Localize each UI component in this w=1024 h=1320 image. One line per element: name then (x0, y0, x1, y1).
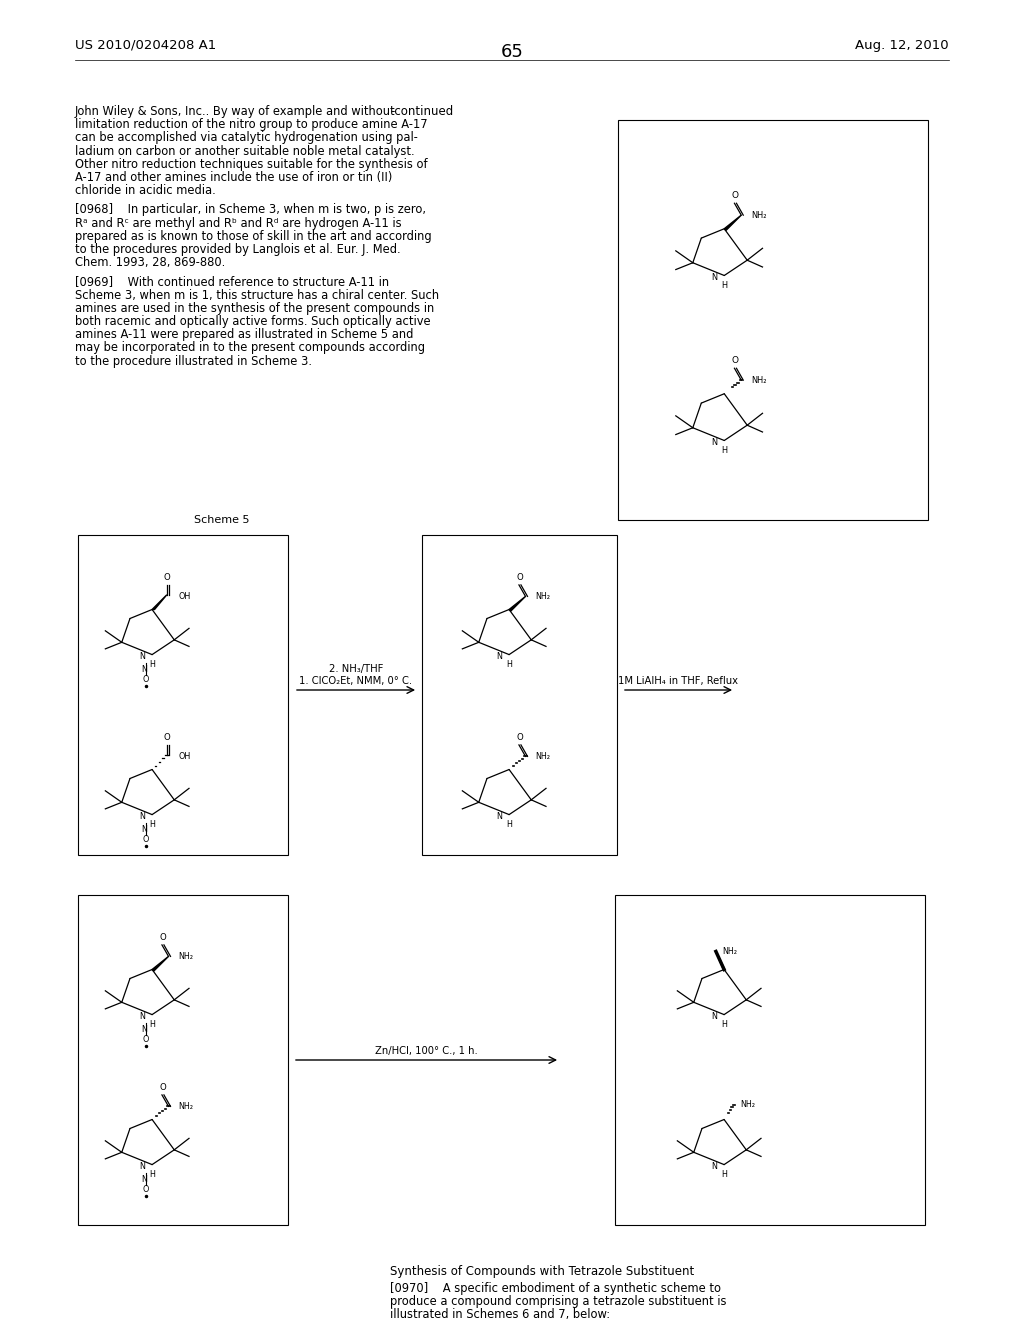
Text: H: H (150, 820, 155, 829)
Polygon shape (509, 597, 525, 611)
Text: O: O (732, 191, 739, 199)
Text: N: N (139, 1011, 145, 1020)
Text: limitation reduction of the nitro group to produce amine A-17: limitation reduction of the nitro group … (75, 119, 428, 131)
Bar (78, 895, 288, 1225)
Text: Synthesis of Compounds with Tetrazole Substituent: Synthesis of Compounds with Tetrazole Su… (390, 1265, 694, 1278)
Text: NH₂: NH₂ (752, 376, 767, 384)
Text: O: O (732, 356, 739, 364)
Text: 1M LiAlH₄ in THF, Reflux: 1M LiAlH₄ in THF, Reflux (618, 676, 738, 686)
Text: can be accomplished via catalytic hydrogenation using pal-: can be accomplished via catalytic hydrog… (75, 132, 418, 144)
Text: US 2010/0204208 A1: US 2010/0204208 A1 (75, 38, 216, 51)
Text: H: H (150, 1171, 155, 1179)
Text: ladium on carbon or another suitable noble metal catalyst.: ladium on carbon or another suitable nob… (75, 145, 415, 157)
Text: Chem. 1993, 28, 869-880.: Chem. 1993, 28, 869-880. (75, 256, 225, 269)
Text: H: H (150, 1020, 155, 1030)
Text: N: N (141, 665, 146, 673)
Text: OH: OH (178, 591, 190, 601)
Text: O: O (142, 834, 148, 843)
Text: H: H (721, 446, 727, 455)
Text: Zn/HCl, 100° C., 1 h.: Zn/HCl, 100° C., 1 h. (375, 1045, 478, 1056)
Text: H: H (721, 281, 727, 290)
Bar (615, 895, 925, 1225)
Text: 1. ClCO₂Et, NMM, 0° C.: 1. ClCO₂Et, NMM, 0° C. (299, 676, 413, 686)
Text: O: O (142, 675, 148, 684)
Text: N: N (141, 1175, 146, 1184)
Text: H: H (721, 1171, 727, 1179)
Text: NH₂: NH₂ (178, 1102, 194, 1111)
Text: N: N (712, 1011, 718, 1020)
Text: H: H (506, 660, 512, 669)
Text: may be incorporated in to the present compounds according: may be incorporated in to the present co… (75, 342, 425, 354)
Text: H: H (506, 820, 512, 829)
Text: Scheme 5: Scheme 5 (195, 515, 250, 525)
Text: 65: 65 (501, 44, 523, 61)
Text: [0968]    In particular, in Scheme 3, when m is two, p is zero,: [0968] In particular, in Scheme 3, when … (75, 203, 426, 216)
Text: Aug. 12, 2010: Aug. 12, 2010 (855, 38, 949, 51)
Text: O: O (164, 573, 170, 582)
Text: NH₂: NH₂ (752, 211, 767, 219)
Text: N: N (712, 273, 718, 281)
Text: O: O (142, 1035, 148, 1044)
Text: N: N (139, 652, 145, 661)
Text: amines are used in the synthesis of the present compounds in: amines are used in the synthesis of the … (75, 302, 434, 314)
Text: NH₂: NH₂ (178, 952, 194, 961)
Text: OH: OH (178, 752, 190, 760)
Text: Scheme 3, when m is 1, this structure has a chiral center. Such: Scheme 3, when m is 1, this structure ha… (75, 289, 439, 301)
Bar (78, 535, 288, 855)
Text: O: O (160, 933, 166, 941)
Text: -continued: -continued (390, 106, 454, 117)
Text: NH₂: NH₂ (536, 591, 550, 601)
Text: Other nitro reduction techniques suitable for the synthesis of: Other nitro reduction techniques suitabl… (75, 158, 428, 170)
Text: both racemic and optically active forms. Such optically active: both racemic and optically active forms.… (75, 315, 431, 327)
Text: NH₂: NH₂ (536, 752, 550, 760)
Text: 2. NH₃/THF: 2. NH₃/THF (329, 664, 383, 675)
Text: chloride in acidic media.: chloride in acidic media. (75, 185, 216, 197)
Text: N: N (497, 812, 503, 821)
Text: O: O (142, 1184, 148, 1193)
Text: O: O (160, 1082, 166, 1092)
Text: Rᵃ and Rᶜ are methyl and Rᵇ and Rᵈ are hydrogen A-11 is: Rᵃ and Rᶜ are methyl and Rᵇ and Rᵈ are h… (75, 216, 401, 230)
Text: H: H (721, 1020, 727, 1030)
Text: NH₂: NH₂ (723, 946, 737, 956)
Polygon shape (716, 952, 725, 969)
Text: illustrated in Schemes 6 and 7, below:: illustrated in Schemes 6 and 7, below: (390, 1308, 610, 1320)
Polygon shape (724, 215, 741, 231)
Polygon shape (153, 595, 167, 610)
Bar (618, 120, 928, 520)
Text: produce a compound comprising a tetrazole substituent is: produce a compound comprising a tetrazol… (390, 1295, 726, 1308)
Text: John Wiley & Sons, Inc.. By way of example and without: John Wiley & Sons, Inc.. By way of examp… (75, 106, 395, 117)
Text: N: N (712, 438, 718, 446)
Text: [0970]    A specific embodiment of a synthetic scheme to: [0970] A specific embodiment of a synthe… (390, 1282, 721, 1295)
Bar (422, 535, 617, 855)
Text: N: N (497, 652, 503, 661)
Polygon shape (153, 957, 169, 972)
Text: O: O (516, 733, 523, 742)
Text: to the procedures provided by Langlois et al. Eur. J. Med.: to the procedures provided by Langlois e… (75, 243, 400, 256)
Text: A-17 and other amines include the use of iron or tin (II): A-17 and other amines include the use of… (75, 172, 392, 183)
Text: N: N (141, 825, 146, 834)
Text: N: N (141, 1024, 146, 1034)
Text: H: H (150, 660, 155, 669)
Text: NH₂: NH₂ (740, 1101, 756, 1109)
Text: N: N (139, 1162, 145, 1171)
Text: O: O (516, 573, 523, 582)
Text: N: N (139, 812, 145, 821)
Text: N: N (712, 1162, 718, 1171)
Text: [0969]    With continued reference to structure A-11 in: [0969] With continued reference to struc… (75, 276, 389, 288)
Text: amines A-11 were prepared as illustrated in Scheme 5 and: amines A-11 were prepared as illustrated… (75, 329, 414, 341)
Text: to the procedure illustrated in Scheme 3.: to the procedure illustrated in Scheme 3… (75, 355, 312, 367)
Text: prepared as is known to those of skill in the art and according: prepared as is known to those of skill i… (75, 230, 432, 243)
Text: O: O (164, 733, 170, 742)
